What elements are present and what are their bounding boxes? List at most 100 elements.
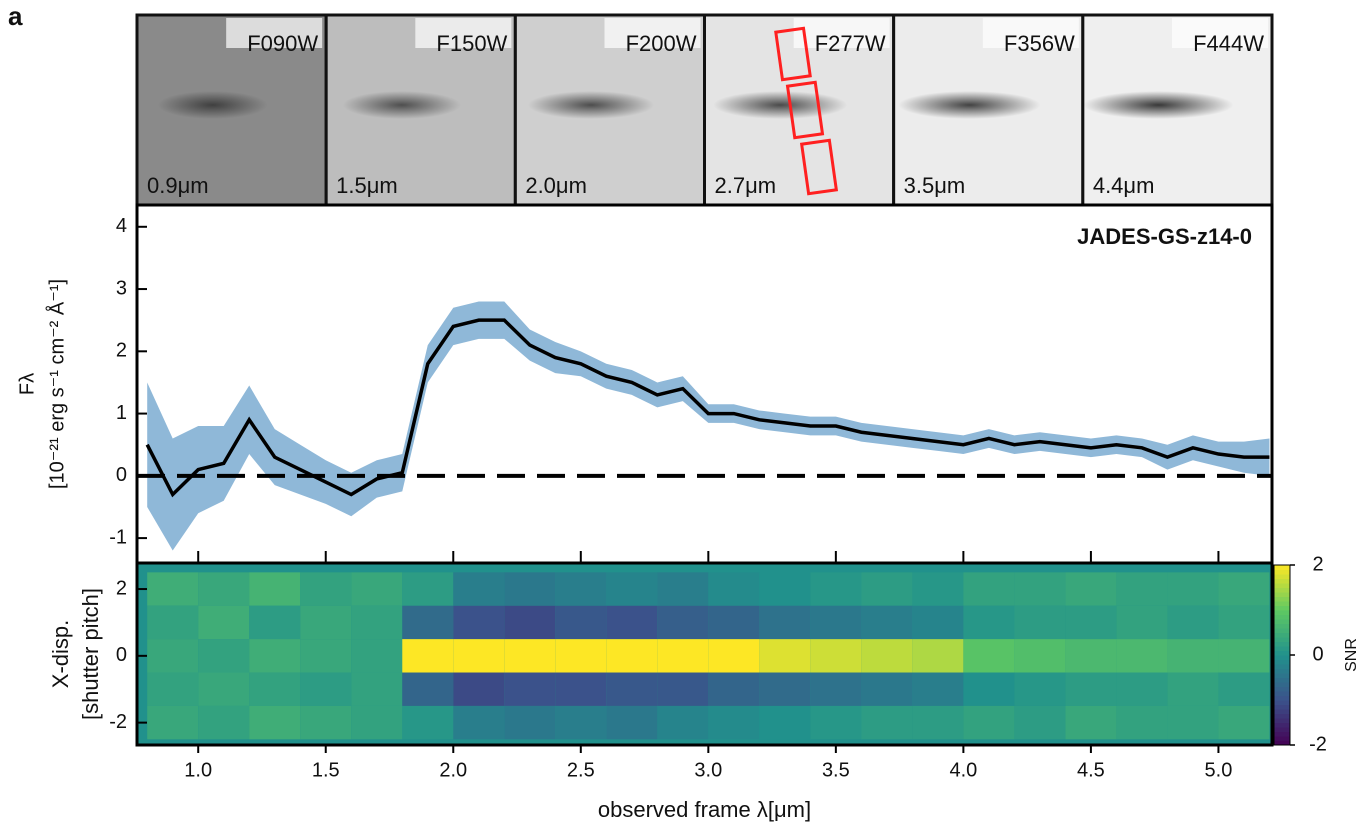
- snr-cell: [861, 672, 913, 706]
- snr-cell: [300, 639, 352, 673]
- snr-cell: [1167, 639, 1219, 673]
- snr-cell: [912, 639, 964, 673]
- snr-cell: [1014, 705, 1066, 740]
- x-tick-label: 2.0: [439, 759, 467, 781]
- snr-cell: [300, 705, 352, 740]
- slit: [799, 138, 839, 196]
- snr-cell: [1065, 639, 1117, 673]
- colorbar-step: [1274, 673, 1290, 678]
- colorbar-step: [1274, 596, 1290, 602]
- snr-cell: [351, 639, 403, 673]
- colorbar-step: [1274, 587, 1290, 593]
- snr-cell: [504, 605, 556, 640]
- snr-cell: [504, 572, 556, 606]
- wavelength-label: 2.7μm: [715, 173, 777, 198]
- colorbar-step: [1274, 574, 1290, 579]
- snr-cell: [147, 705, 199, 740]
- filter-label: F444W: [1193, 31, 1264, 56]
- colorbar-step: [1274, 583, 1290, 588]
- y-tick-label: 1: [116, 402, 127, 424]
- snr-cell: [300, 605, 352, 640]
- snr-cell: [963, 672, 1015, 706]
- y-tick-label: 2: [116, 577, 127, 599]
- snr-cell: [810, 672, 862, 706]
- wavelength-label: 2.0μm: [525, 173, 587, 198]
- snr-cell: [861, 639, 913, 673]
- snr-cell: [1014, 639, 1066, 673]
- snr-cell: [249, 639, 301, 673]
- snr-cell: [861, 605, 913, 640]
- snr-cell: [1116, 705, 1168, 740]
- colorbar-step: [1274, 650, 1290, 656]
- snr-cell: [555, 572, 607, 606]
- colorbar-step: [1274, 632, 1290, 638]
- snr-cell: [249, 672, 301, 706]
- snr-cell: [1218, 672, 1270, 706]
- snr-cell: [606, 605, 658, 640]
- snr-cell: [1167, 672, 1219, 706]
- slit: [774, 26, 812, 82]
- snr-cell: [1065, 672, 1117, 706]
- colorbar-step: [1274, 700, 1290, 705]
- snr-cell: [402, 605, 454, 640]
- x-tick-label: 1.0: [184, 759, 212, 781]
- colorbar-step: [1274, 736, 1290, 741]
- y-tick-label: 2: [116, 340, 127, 362]
- colorbar-step: [1274, 722, 1290, 728]
- label-bg: [604, 18, 701, 48]
- snr-cell: [759, 605, 811, 640]
- snr-cell: [402, 705, 454, 740]
- snr-cell: [708, 605, 760, 640]
- filter-label: F277W: [815, 31, 886, 56]
- snr-cell: [504, 639, 556, 673]
- slit: [785, 80, 825, 140]
- snr-cell: [810, 572, 862, 606]
- snr-cell: [147, 672, 199, 706]
- snr-cell: [963, 605, 1015, 640]
- snr-cell: [402, 672, 454, 706]
- snr-cell: [300, 572, 352, 606]
- snr-cell: [759, 672, 811, 706]
- snr-cell: [1065, 705, 1117, 740]
- colorbar-step: [1274, 727, 1290, 732]
- panel-label: a: [8, 1, 23, 31]
- snr-cell: [1167, 605, 1219, 640]
- filter-label: F356W: [1004, 31, 1075, 56]
- y-tick-label: 4: [116, 215, 127, 237]
- snr-cell: [147, 639, 199, 673]
- snr-cell: [555, 705, 607, 740]
- colorbar-step: [1274, 646, 1290, 651]
- snr-cell: [147, 605, 199, 640]
- snr-cell: [606, 572, 658, 606]
- galaxy: [713, 91, 848, 119]
- snr-cell: [1218, 572, 1270, 606]
- snr-cell: [861, 705, 913, 740]
- snr-cell: [1116, 672, 1168, 706]
- colorbar-tick-label: 2: [1312, 553, 1323, 575]
- snr-cell: [606, 639, 658, 673]
- snr-cell: [249, 605, 301, 640]
- galaxy: [157, 91, 268, 119]
- galaxy: [1083, 91, 1234, 119]
- colorbar-step: [1274, 740, 1290, 746]
- colorbar-step: [1274, 709, 1290, 714]
- colorbar-step: [1274, 623, 1290, 629]
- snr-cell: [963, 572, 1015, 606]
- x-tick-label: 1.5: [312, 759, 340, 781]
- snr-cell: [147, 572, 199, 606]
- snr-cell: [453, 639, 505, 673]
- snr-cell: [198, 572, 250, 606]
- snr-cell: [759, 705, 811, 740]
- galaxy: [342, 91, 461, 119]
- slit-boxes: [774, 26, 839, 196]
- colorbar-step: [1274, 659, 1290, 665]
- label-bg: [793, 18, 890, 48]
- y-tick-label: -2: [109, 711, 127, 733]
- galaxy: [528, 91, 654, 119]
- snr-cell: [963, 705, 1015, 740]
- snr-cell: [963, 639, 1015, 673]
- colorbar-step: [1274, 655, 1290, 660]
- error-band: [147, 301, 1270, 551]
- snr-cell: [912, 672, 964, 706]
